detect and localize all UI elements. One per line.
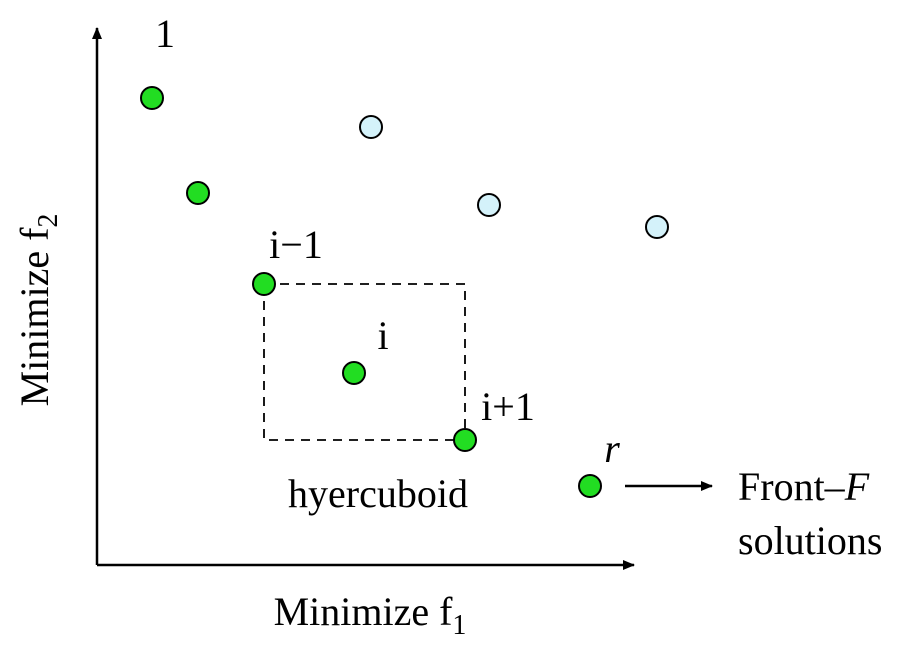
point-label: i+1 [481,384,535,429]
other-points [359,115,669,239]
solution-point [186,181,210,205]
y-axis-label-subscript: 2 [33,214,64,228]
point-label: i−1 [269,222,323,267]
solution-point [140,86,164,110]
box-label: hyercuboid [288,471,468,516]
hypercuboid [263,283,466,441]
x-axis-label: Minimize f1 [274,589,467,641]
y-axis-label: Minimize f2 [12,214,64,407]
point-label: 1 [155,11,175,56]
dominated-point [359,115,383,139]
dominated-point [477,193,501,217]
front-label-line2: solutions [738,518,882,563]
solution-point [453,428,477,452]
x-axis-label-subscript: 1 [452,610,466,641]
y-axis-label-text: Minimize f [12,227,57,407]
front-italic: F [844,464,870,509]
point-label: r [604,426,620,471]
point-label: i [377,313,388,358]
solution-point [342,361,366,385]
front-prefix: Front– [738,464,846,509]
x-axis-label-text: Minimize f [274,589,454,634]
solution-point [252,272,276,296]
solution-point [578,474,602,498]
front-points [140,86,602,498]
front-label: Front–F [738,464,870,509]
dominated-point [645,215,669,239]
